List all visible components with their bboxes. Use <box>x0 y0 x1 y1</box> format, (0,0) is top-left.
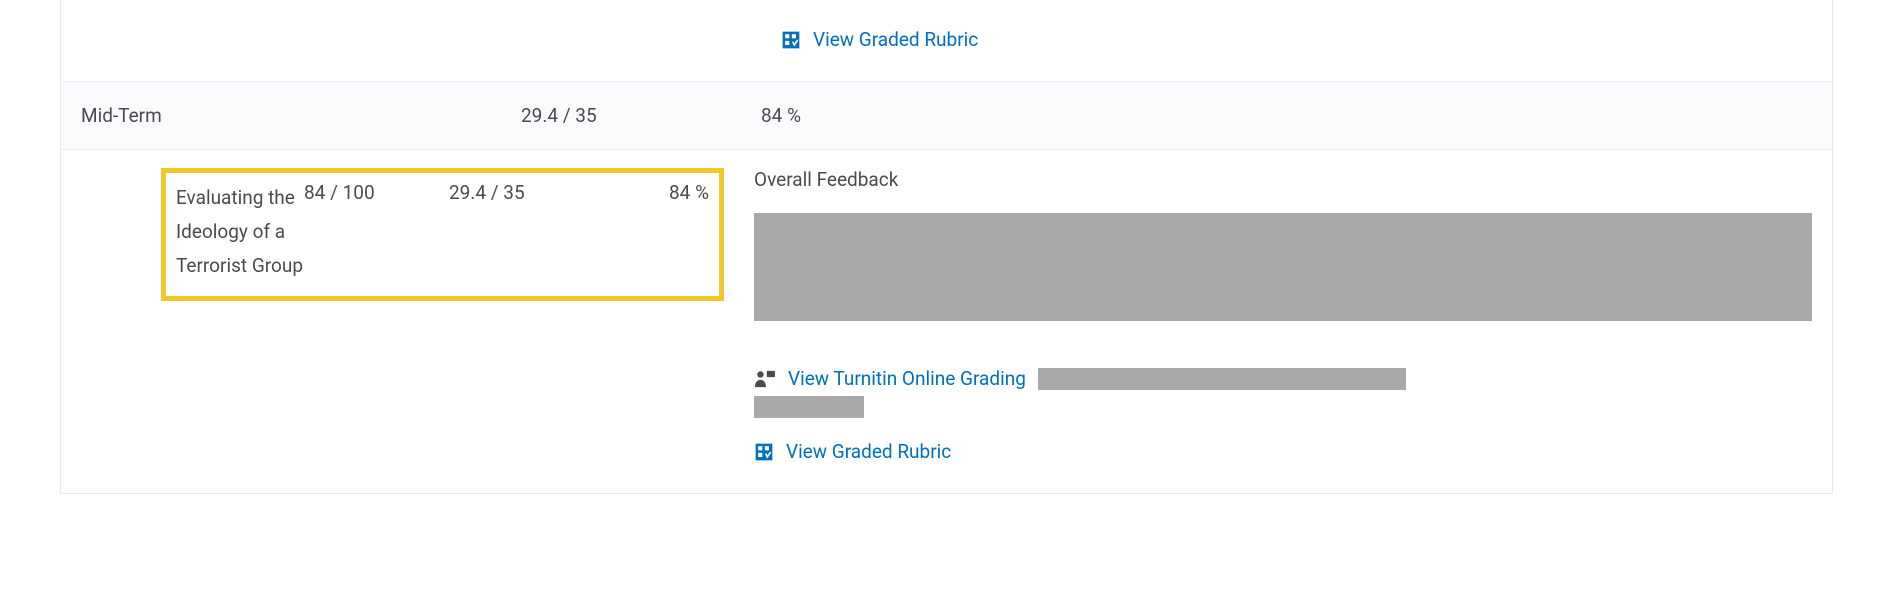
grade-item-points: 84 / 100 <box>304 181 449 284</box>
rubric-icon <box>781 30 801 50</box>
person-comment-icon <box>754 369 776 389</box>
turnitin-redacted-below <box>754 396 864 418</box>
view-graded-rubric-label: View Graded Rubric <box>786 440 951 463</box>
grade-item-weight: 29.4 / 35 <box>449 181 619 284</box>
category-row: Mid-Term 29.4 / 35 84 % <box>61 82 1832 150</box>
turnitin-redacted-inline <box>1038 368 1406 390</box>
grade-item-row: Evaluating the Ideology of a Terrorist G… <box>61 150 1832 493</box>
view-graded-rubric-link-bottom[interactable]: View Graded Rubric <box>754 440 1812 463</box>
feedback-redacted-block <box>754 213 1812 321</box>
category-percent: 84 % <box>691 104 801 127</box>
prior-item-feedback-row: View Graded Rubric <box>61 0 1832 82</box>
category-weight: 29.4 / 35 <box>521 104 691 127</box>
rubric-icon <box>754 442 774 462</box>
view-turnitin-link[interactable]: View Turnitin Online Grading <box>754 367 1812 390</box>
highlighted-grade-box: Evaluating the Ideology of a Terrorist G… <box>161 168 724 301</box>
category-name: Mid-Term <box>81 104 521 127</box>
view-graded-rubric-link-top[interactable]: View Graded Rubric <box>781 28 978 51</box>
view-graded-rubric-label: View Graded Rubric <box>813 28 978 51</box>
grade-item-title: Evaluating the Ideology of a Terrorist G… <box>176 181 304 284</box>
grade-item-percent: 84 % <box>619 181 709 284</box>
view-turnitin-label: View Turnitin Online Grading <box>788 367 1026 390</box>
feedback-heading: Overall Feedback <box>754 168 1812 191</box>
